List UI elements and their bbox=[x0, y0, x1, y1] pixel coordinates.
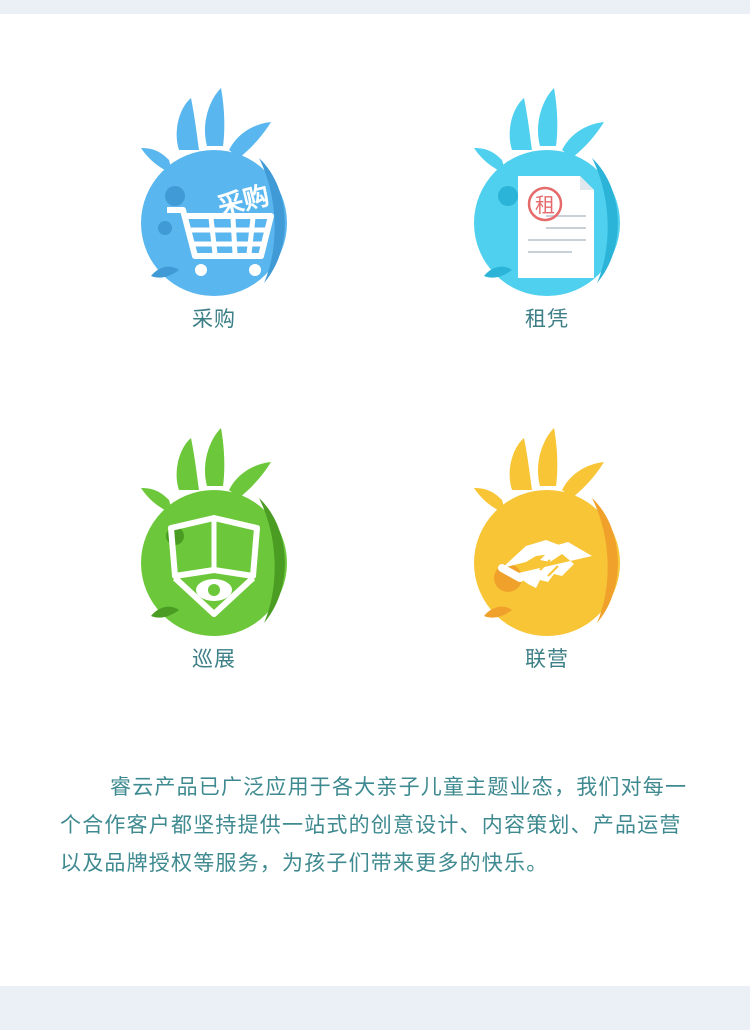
service-rental[interactable]: 租 租凭 bbox=[447, 88, 647, 333]
service-label: 采购 bbox=[192, 307, 236, 331]
service-tour-exhibition[interactable]: 巡展 bbox=[114, 428, 314, 673]
tour-exhibition-icon bbox=[141, 428, 287, 636]
rental-document-icon: 租 bbox=[474, 88, 620, 296]
shopping-cart-icon: 采购 bbox=[141, 88, 287, 296]
top-band bbox=[0, 0, 750, 14]
content-card bbox=[0, 14, 750, 986]
service-label: 租凭 bbox=[525, 307, 569, 331]
description-text: 睿云产品已广泛应用于各大亲子儿童主题业态，我们对每一个合作客户都坚持提供一站式的… bbox=[60, 775, 688, 875]
service-purchase[interactable]: 采购 采购 bbox=[114, 88, 314, 333]
service-label: 巡展 bbox=[192, 647, 236, 671]
description: 睿云产品已广泛应用于各大亲子儿童主题业态，我们对每一个合作客户都坚持提供一站式的… bbox=[60, 768, 700, 882]
rental-stamp-text: 租 bbox=[535, 193, 555, 217]
service-label: 联营 bbox=[525, 647, 569, 671]
handshake-icon bbox=[474, 428, 620, 636]
service-joint-venture[interactable]: 联营 bbox=[447, 428, 647, 673]
